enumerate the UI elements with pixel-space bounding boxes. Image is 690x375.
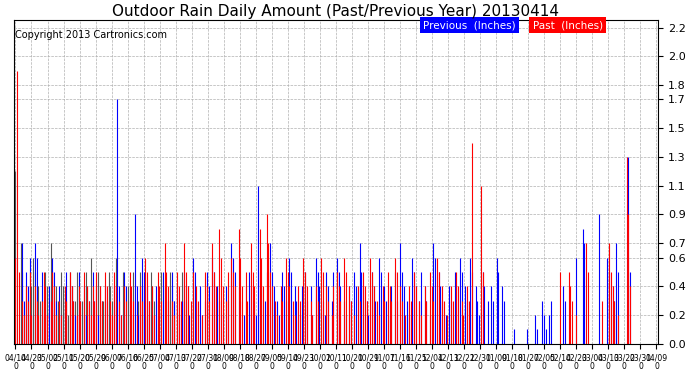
Text: Past  (Inches): Past (Inches) — [533, 20, 602, 30]
Title: Outdoor Rain Daily Amount (Past/Previous Year) 20130414: Outdoor Rain Daily Amount (Past/Previous… — [112, 4, 560, 19]
Text: Copyright 2013 Cartronics.com: Copyright 2013 Cartronics.com — [15, 30, 167, 40]
Text: Previous  (Inches): Previous (Inches) — [423, 20, 515, 30]
